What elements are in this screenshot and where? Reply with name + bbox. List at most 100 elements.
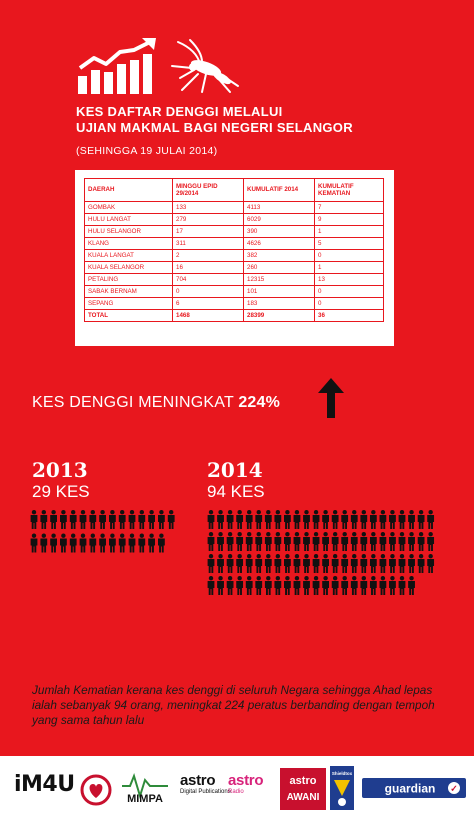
year-2014-label: 2014 (207, 458, 263, 482)
person-icon (40, 510, 48, 529)
increase-statement: KES DENGGI MENINGKAT 224% (32, 394, 280, 412)
person-icon (30, 533, 38, 553)
person-icon (60, 533, 67, 553)
person-icon (350, 510, 358, 529)
person-icon (293, 554, 301, 573)
astro-radio-word: astro (228, 772, 264, 789)
person-icon (99, 510, 106, 529)
header-minggu-epid: MINGGU EPID 29/2014 (172, 178, 244, 202)
cell-district: KUALA LANGAT (84, 249, 173, 262)
mimpa-logo: MIMPA (122, 772, 168, 805)
person-icon (398, 510, 406, 529)
rising-bar-chart-icon (78, 38, 156, 94)
awani-top: astro (290, 775, 317, 787)
person-icon (128, 510, 136, 529)
cell-total-cumulative: 28399 (243, 309, 315, 322)
person-icon (69, 510, 77, 529)
dengue-cases-table: DAERAH MINGGU EPID 29/2014 KUMULATIF 201… (84, 178, 384, 322)
person-icon (158, 533, 165, 553)
cell-weekly: 704 (172, 273, 244, 286)
person-icon (360, 576, 368, 595)
person-icon (167, 510, 175, 529)
cell-total-deaths: 36 (314, 309, 384, 322)
person-icon (379, 576, 387, 595)
cell-deaths: 7 (314, 201, 384, 214)
person-icon (389, 576, 396, 595)
person-icon (217, 532, 224, 551)
person-icon (293, 510, 301, 529)
person-icon (245, 576, 253, 595)
astro-radio-sub: Radio (228, 789, 244, 795)
shieldtox-text: Shieldtox (332, 771, 353, 776)
person-icon (217, 576, 224, 595)
person-icon (417, 532, 425, 551)
person-icon (50, 510, 57, 529)
cell-cumulative: 382 (243, 249, 315, 262)
person-icon (293, 576, 301, 595)
cell-district: HULU SELANGOR (84, 225, 173, 238)
cell-weekly: 16 (172, 261, 244, 274)
guardian-logo: guardian ✓ (362, 778, 466, 798)
cell-deaths: 0 (314, 249, 384, 262)
person-icon (109, 533, 116, 553)
table-row: PETALING 704 12315 13 (84, 273, 384, 286)
person-icon (360, 510, 368, 529)
person-icon (284, 510, 291, 529)
cell-cumulative: 6029 (243, 213, 315, 226)
astro-dp-sub: Digital Publications (180, 789, 231, 795)
person-icon (138, 510, 146, 529)
cell-district: KUALA SELANGOR (84, 261, 173, 274)
table-panel: DAERAH MINGGU EPID 29/2014 KUMULATIF 201… (75, 170, 394, 346)
person-icon (109, 510, 116, 529)
summary-paragraph: Jumlah Kematian kerana kes denggi di sel… (32, 683, 435, 727)
person-icon (379, 532, 387, 551)
person-icon (350, 532, 358, 551)
cell-weekly: 6 (172, 297, 244, 310)
shieldtox-logo: Shieldtox (330, 766, 354, 810)
person-icon (389, 532, 396, 551)
sponsor-footer: iM4U MIMPA astro Digital Publications as… (0, 756, 474, 836)
person-icon (417, 510, 425, 529)
astro-dp-word: astro (180, 772, 216, 789)
people-grid-2014 (207, 510, 435, 595)
person-icon (207, 554, 215, 573)
person-icon (99, 533, 106, 553)
table-row: HULU LANGAT 279 6029 9 (84, 213, 384, 226)
person-icon (322, 532, 329, 551)
table-row: KUALA SELANGOR 16 260 1 (84, 261, 384, 274)
person-icon (284, 554, 291, 573)
person-icon (69, 533, 77, 553)
person-icon (284, 576, 291, 595)
cell-district: GOMBAK (84, 201, 173, 214)
person-icon (350, 576, 358, 595)
cell-weekly: 133 (172, 201, 244, 214)
person-icon (89, 533, 97, 553)
person-icon (312, 510, 320, 529)
person-icon (207, 532, 215, 551)
person-icon (217, 510, 224, 529)
person-icon (255, 576, 263, 595)
person-icon (303, 554, 310, 573)
person-icon (118, 533, 126, 553)
person-icon (40, 533, 48, 553)
guardian-text: guardian (385, 782, 436, 796)
person-icon (236, 532, 244, 551)
person-icon (408, 532, 415, 551)
person-icon (79, 533, 87, 553)
person-icon (379, 554, 387, 573)
person-icon (303, 576, 310, 595)
astro-awani-logo: astro AWANI (280, 768, 326, 810)
cell-district: SABAK BERNAM (84, 285, 173, 298)
person-icon (417, 554, 425, 573)
person-icon (245, 532, 253, 551)
person-icon (427, 554, 435, 573)
person-icon (398, 532, 406, 551)
table-row: KLANG 311 4626 5 (84, 237, 384, 250)
awani-bottom: AWANI (287, 792, 320, 803)
table-header-row: DAERAH MINGGU EPID 29/2014 KUMULATIF 201… (84, 178, 384, 202)
person-icon (226, 510, 234, 529)
person-icon (148, 533, 155, 553)
cell-deaths: 5 (314, 237, 384, 250)
up-arrow-icon (318, 378, 344, 418)
person-icon (322, 510, 329, 529)
